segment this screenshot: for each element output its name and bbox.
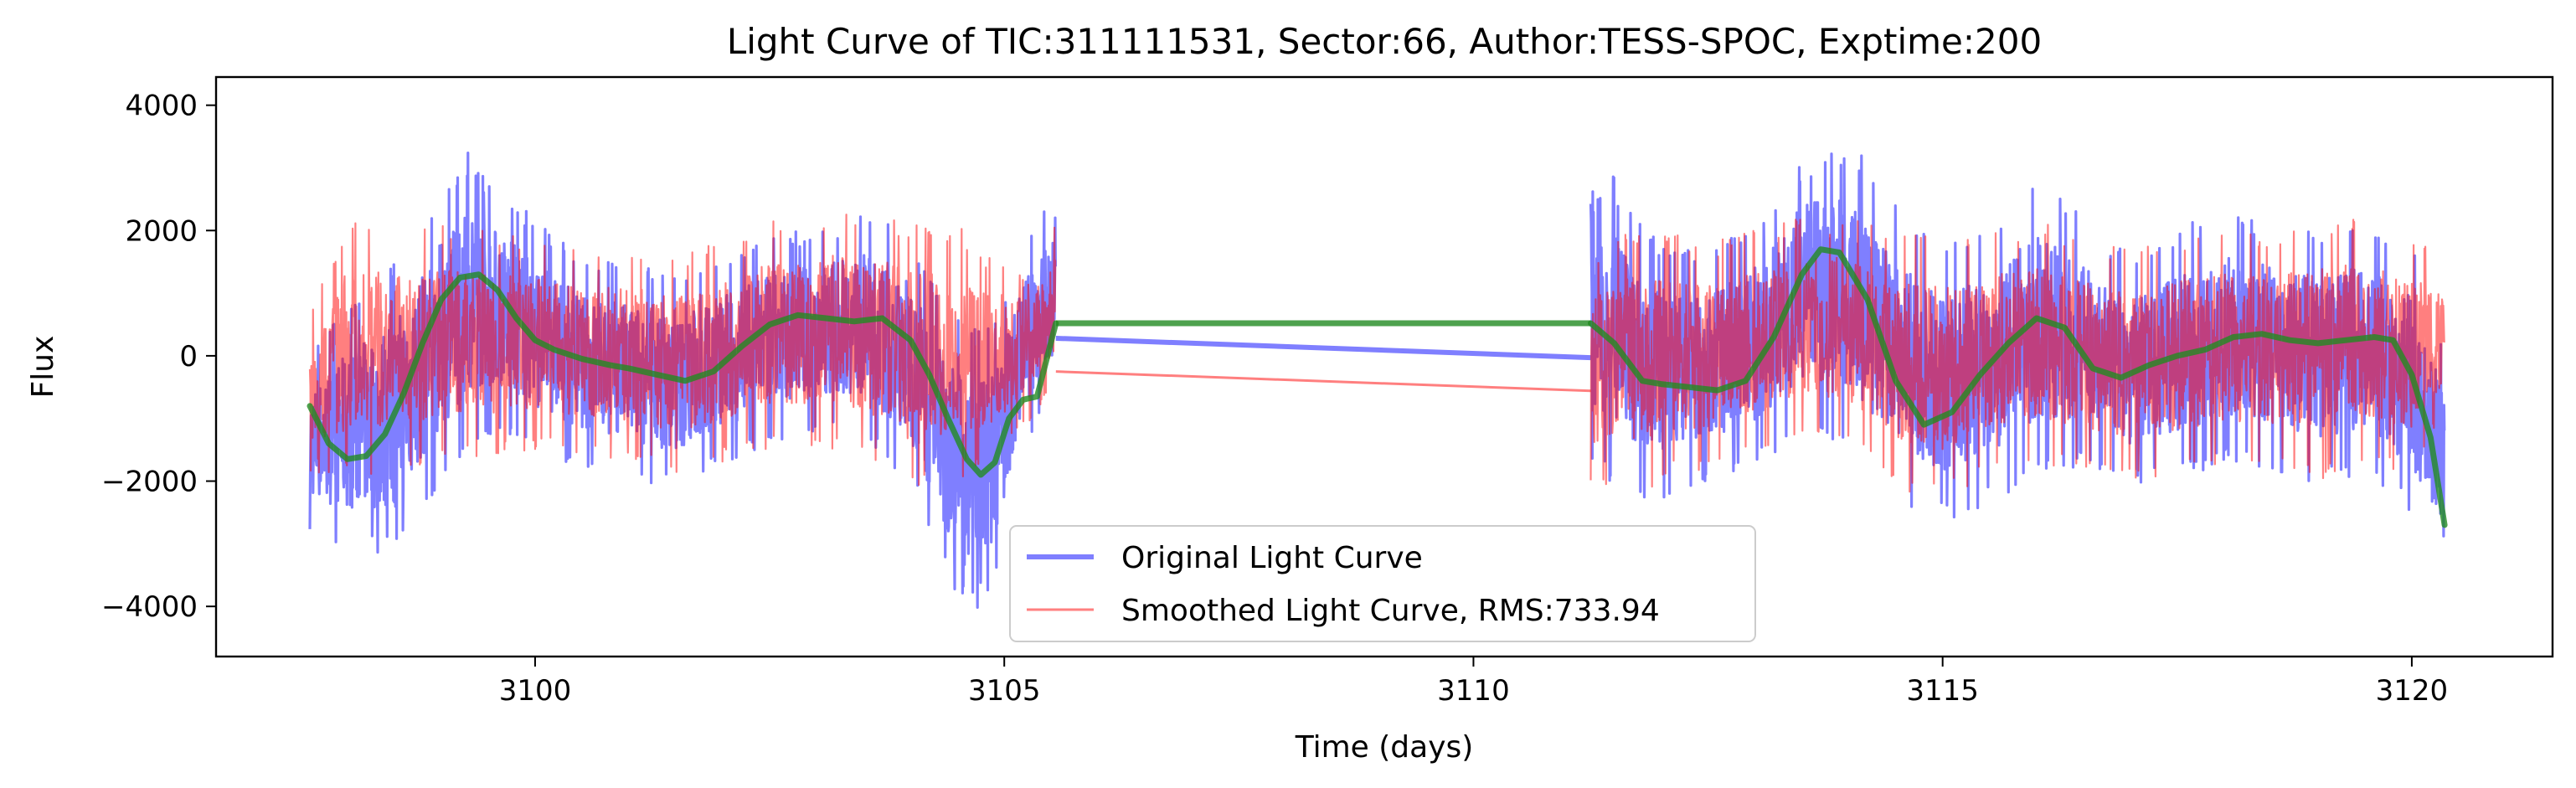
- x-axis-label: Time (days): [1295, 730, 1474, 765]
- x-axis: 3100 3105 3110 3115 3120: [499, 657, 2448, 708]
- plot-frame: [214, 75, 2554, 658]
- gap-connector-smoothed: [1055, 370, 1591, 393]
- x-tick-label-3100: 3100: [499, 674, 572, 708]
- y-axis: −4000 −2000 0 2000 4000: [101, 90, 216, 624]
- legend-label-original: Original Light Curve: [1121, 541, 1423, 575]
- trend-line-segment-2: [1588, 246, 2448, 528]
- y-tick-label--2000: −2000: [101, 466, 198, 499]
- x-tick-label-3110: 3110: [1437, 674, 1510, 708]
- legend-label-smoothed: Smoothed Light Curve, RMS:733.94: [1121, 594, 1660, 628]
- y-axis-label: Flux: [26, 336, 60, 399]
- legend-box: [1009, 525, 1756, 642]
- trend-line-segment-1: [307, 271, 1059, 478]
- smoothed-curve-segment-1: [308, 214, 1057, 487]
- y-tick-label-2000: 2000: [125, 214, 198, 248]
- gap-connector-original: [1055, 335, 1591, 361]
- chart-legend: Original Light Curve Smoothed Light Curv…: [1009, 525, 1756, 642]
- plot-data-layer: [307, 152, 2448, 609]
- y-tick-label-0: 0: [179, 340, 198, 373]
- x-tick-label-3105: 3105: [968, 674, 1041, 708]
- y-tick-label-4000: 4000: [125, 90, 198, 123]
- x-tick-label-3120: 3120: [2376, 674, 2449, 708]
- y-tick-label--4000: −4000: [101, 590, 198, 624]
- chart-title: Light Curve of TIC:311111531, Sector:66,…: [727, 21, 2042, 62]
- x-tick-label-3115: 3115: [1906, 674, 1979, 708]
- smoothed-curve-segment-2: [1589, 219, 2445, 493]
